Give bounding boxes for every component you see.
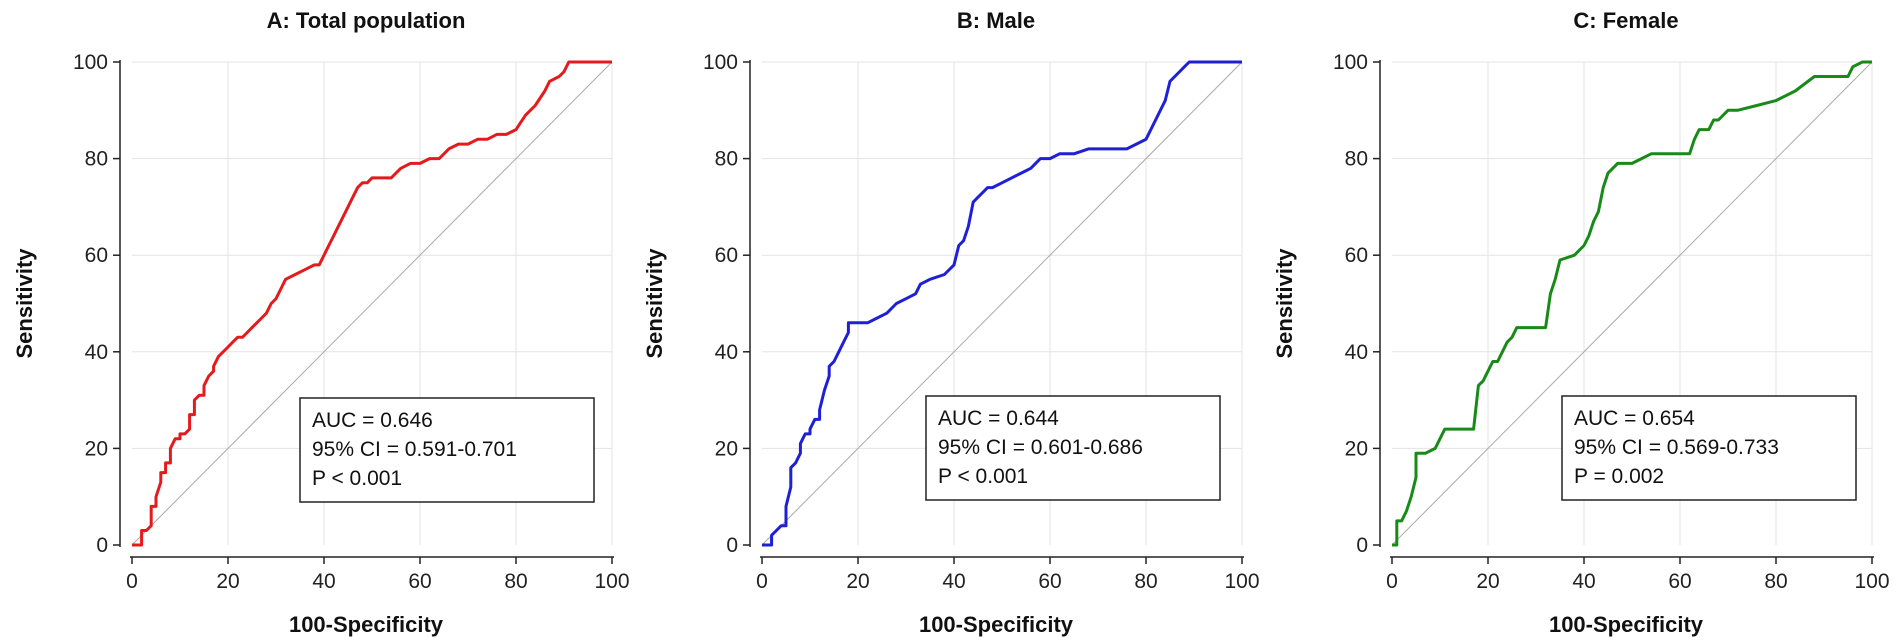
x-axis-label: 100-Specificity: [1549, 612, 1704, 637]
x-tick-label: 60: [1038, 570, 1061, 593]
x-tick-label: 0: [126, 570, 138, 593]
y-tick-label: 80: [1345, 148, 1368, 171]
stats-annotation-box: [1561, 395, 1857, 501]
y-tick-label: 20: [715, 437, 738, 460]
stats-annotation-line: AUC = 0.646: [312, 409, 433, 432]
stats-annotation-box: [299, 397, 595, 503]
roc-curve-line: [1392, 60, 1872, 547]
roc-curve-line: [762, 60, 1242, 547]
y-tick-label: 80: [85, 148, 108, 171]
x-tick-label: 100: [594, 570, 629, 593]
stats-annotation-line: AUC = 0.644: [938, 407, 1059, 430]
x-tick-label: 60: [1668, 570, 1691, 593]
reference-diagonal-line: [761, 61, 1243, 546]
x-axis-label: 100-Specificity: [289, 612, 444, 637]
y-tick-label: 80: [715, 148, 738, 171]
x-tick-label: 80: [1764, 570, 1787, 593]
stats-annotation-line: P = 0.002: [1574, 465, 1664, 488]
chart-title: C: Female: [1573, 8, 1678, 33]
x-tick-label: 80: [504, 570, 527, 593]
panel-c: 0 20 40 60 80 100 0 20 40 60 80 100 C: Female 100-Spe…: [1272, 8, 1890, 637]
stats-annotation-line: 95% CI = 0.569-0.733: [1574, 436, 1779, 459]
reference-diagonal-line: [131, 61, 613, 546]
y-tick-label: 60: [715, 244, 738, 267]
y-axis-label: Sensitivity: [642, 248, 667, 359]
x-tick-label: 20: [1476, 570, 1499, 593]
x-tick-label: 20: [846, 570, 869, 593]
y-tick-label: 60: [85, 244, 108, 267]
chart-title: B: Male: [957, 8, 1035, 33]
stats-annotation-line: 95% CI = 0.601-0.686: [938, 436, 1143, 459]
x-tick-label: 60: [408, 570, 431, 593]
y-tick-label: 20: [85, 437, 108, 460]
stats-annotation-line: P < 0.001: [938, 465, 1028, 488]
y-axis-label: Sensitivity: [1272, 248, 1297, 359]
stats-annotation-line: AUC = 0.654: [1574, 407, 1695, 430]
reference-diagonal-line: [1391, 61, 1873, 546]
y-tick-label: 100: [73, 51, 108, 74]
x-axis-label: 100-Specificity: [919, 612, 1074, 637]
x-tick-label: 0: [756, 570, 768, 593]
x-tick-label: 40: [312, 570, 335, 593]
x-tick-label: 100: [1224, 570, 1259, 593]
y-tick-label: 100: [1333, 51, 1368, 74]
stats-annotation-line: 95% CI = 0.591-0.701: [312, 438, 517, 461]
y-tick-label: 0: [96, 534, 108, 557]
x-tick-label: 80: [1134, 570, 1157, 593]
y-tick-label: 100: [703, 51, 738, 74]
y-tick-label: 20: [1345, 437, 1368, 460]
y-axis-label: Sensitivity: [12, 248, 37, 359]
x-tick-label: 20: [216, 570, 239, 593]
y-tick-label: 40: [1345, 341, 1368, 364]
y-tick-label: 0: [726, 534, 738, 557]
stats-annotation-line: P < 0.001: [312, 467, 402, 490]
y-tick-label: 0: [1356, 534, 1368, 557]
x-tick-label: 40: [1572, 570, 1595, 593]
panel-a: 0 20 40 60 80 100 0 20 40 60 80 100 A: Total populat…: [12, 8, 630, 637]
x-tick-label: 100: [1854, 570, 1889, 593]
y-tick-label: 40: [715, 341, 738, 364]
roc-curve-line: [132, 60, 612, 547]
panel-b: 0 20 40 60 80 100 0 20 40 60 80 100 B: Male 100-Speci…: [642, 8, 1260, 637]
x-tick-label: 0: [1386, 570, 1398, 593]
chart-title: A: Total population: [267, 8, 466, 33]
stats-annotation-box: [925, 395, 1221, 501]
x-tick-label: 40: [942, 570, 965, 593]
y-tick-label: 40: [85, 341, 108, 364]
y-tick-label: 60: [1345, 244, 1368, 267]
